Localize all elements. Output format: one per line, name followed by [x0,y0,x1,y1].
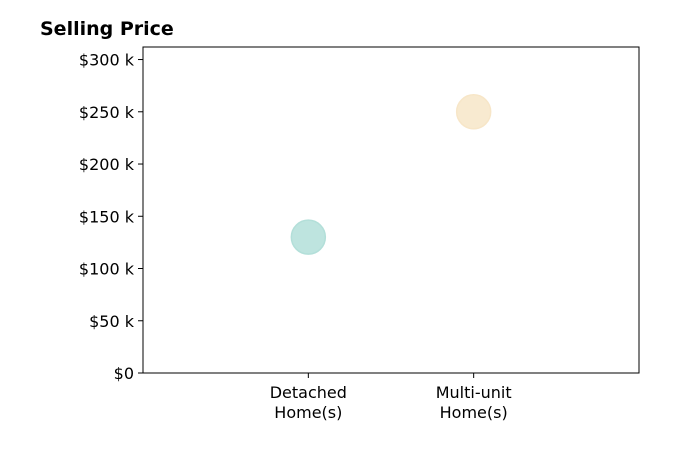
data-points [290,94,492,255]
chart-title: Selling Price [40,18,174,40]
x-axis: Detached Home(s)Multi-unit Home(s) [270,373,512,422]
x-tick-label: Detached Home(s) [270,383,347,422]
y-tick-label: $300 k [79,51,135,70]
y-tick-label: $100 k [79,260,135,279]
x-tick-label: Multi-unit Home(s) [436,383,512,422]
x-tick-label-line: Home(s) [274,403,342,422]
x-tick-label-line: Multi-unit [436,383,512,402]
x-tick-label-line: Home(s) [440,403,508,422]
y-tick-label: $150 k [79,207,135,226]
data-point [290,219,327,255]
data-point [455,94,492,130]
y-tick-label: $50 k [89,312,135,331]
y-tick-label: $200 k [79,155,135,174]
y-tick-label: $250 k [79,103,135,122]
x-tick-label-line: Detached [270,383,347,402]
y-tick-label: $0 [114,364,134,383]
plot-area [142,46,640,374]
y-axis: $0 $50 k $100 k $150 k $200 k $250 k $300 k [79,51,143,383]
